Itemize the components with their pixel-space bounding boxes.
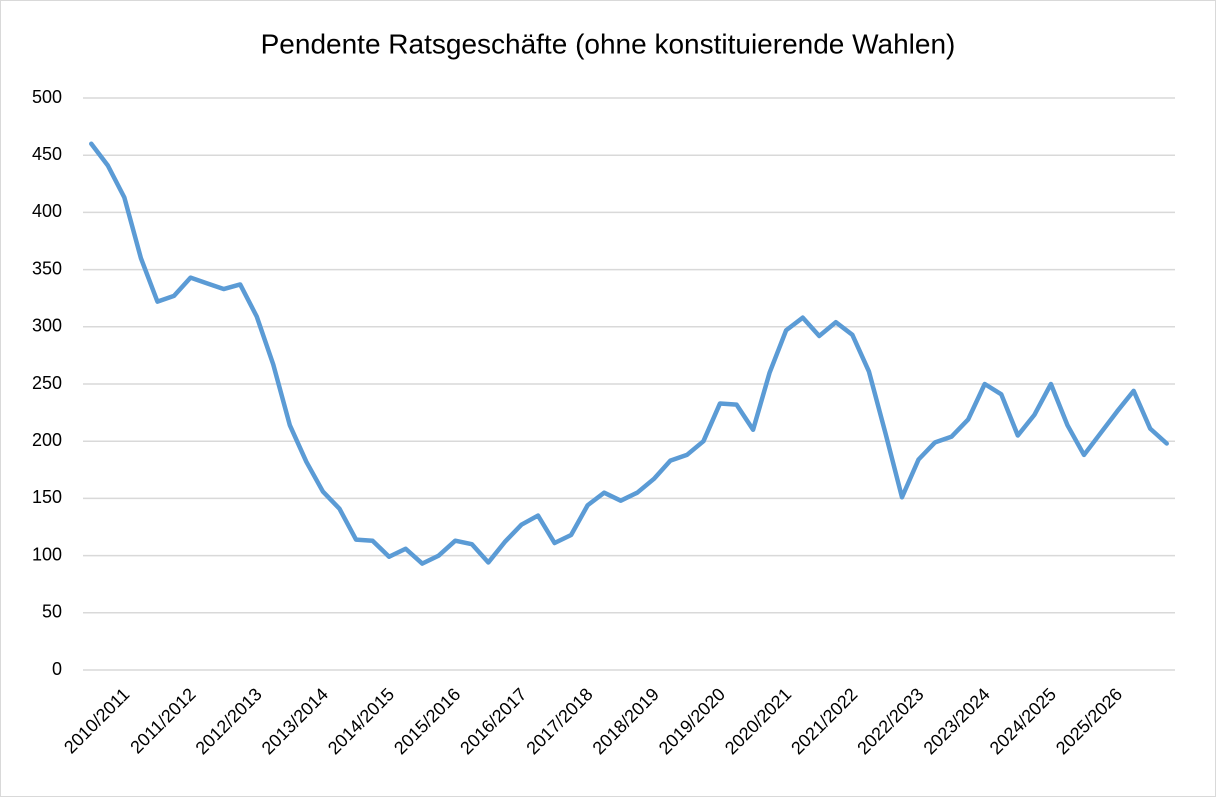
y-tick-label: 400 — [32, 201, 62, 221]
y-tick-label: 350 — [32, 258, 62, 278]
line-series — [89, 141, 1169, 566]
y-tick-label: 300 — [32, 316, 62, 336]
y-tick-label: 250 — [32, 373, 62, 393]
y-tick-label: 100 — [32, 544, 62, 564]
y-tick-label: 0 — [52, 659, 62, 679]
y-tick-label: 50 — [42, 602, 62, 622]
y-tick-label: 500 — [32, 87, 62, 107]
chart-title: Pendente Ratsgeschäfte (ohne konstituier… — [261, 28, 956, 59]
y-tick-label: 150 — [32, 487, 62, 507]
y-tick-label: 450 — [32, 144, 62, 164]
y-tick-label: 200 — [32, 430, 62, 450]
